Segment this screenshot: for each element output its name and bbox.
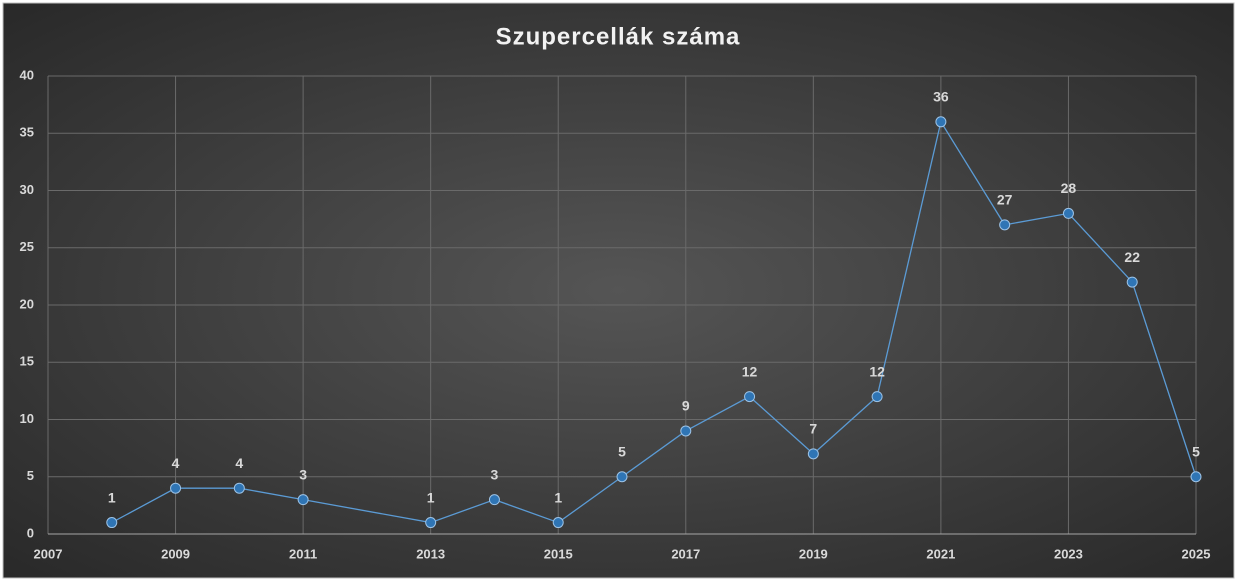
y-tick-label: 0 (27, 525, 34, 540)
data-label: 1 (554, 489, 562, 505)
y-tick-label: 30 (20, 182, 34, 197)
marker (1190, 471, 1202, 483)
data-label: 28 (1061, 180, 1077, 196)
x-tick-label: 2013 (416, 546, 445, 561)
marker (999, 219, 1011, 231)
x-tick-label: 2023 (1054, 546, 1083, 561)
y-tick-label: 15 (20, 354, 34, 369)
x-tick-label: 2015 (544, 546, 573, 561)
y-tick-label: 35 (20, 125, 34, 140)
y-tick-label: 5 (27, 468, 34, 483)
marker (1062, 207, 1074, 219)
chart-title: Szupercellák száma (496, 23, 741, 50)
data-label: 5 (618, 443, 626, 459)
data-label: 1 (427, 489, 435, 505)
x-tick-label: 2025 (1182, 546, 1211, 561)
marker (1126, 276, 1138, 288)
marker (871, 391, 883, 403)
marker (488, 494, 500, 506)
y-tick-label: 10 (20, 411, 34, 426)
marker (807, 448, 819, 460)
data-label: 36 (933, 89, 949, 105)
data-label: 3 (299, 466, 307, 482)
data-label: 22 (1124, 249, 1140, 265)
data-label: 9 (682, 398, 690, 414)
x-tick-label: 2021 (926, 546, 955, 561)
data-label: 7 (809, 421, 817, 437)
x-tick-label: 2007 (34, 546, 63, 561)
x-tick-label: 2017 (671, 546, 700, 561)
marker (233, 482, 245, 494)
x-tick-label: 2009 (161, 546, 190, 561)
data-label: 5 (1192, 443, 1200, 459)
y-tick-label: 25 (20, 239, 34, 254)
data-label: 1 (108, 489, 116, 505)
marker (552, 517, 564, 529)
data-label: 4 (235, 455, 243, 471)
data-label: 12 (742, 363, 758, 379)
marker (680, 425, 692, 437)
data-label: 3 (491, 466, 499, 482)
marker (935, 116, 947, 128)
data-label: 12 (869, 363, 885, 379)
marker (744, 391, 756, 403)
data-label: 4 (172, 455, 180, 471)
y-tick-label: 20 (20, 296, 34, 311)
marker (616, 471, 628, 483)
marker (170, 482, 182, 494)
y-tick-label: 40 (20, 67, 34, 82)
marker (106, 517, 118, 529)
data-label: 27 (997, 192, 1013, 208)
marker (425, 517, 437, 529)
x-tick-label: 2011 (289, 546, 317, 561)
x-tick-label: 2019 (799, 546, 828, 561)
marker (297, 494, 309, 506)
